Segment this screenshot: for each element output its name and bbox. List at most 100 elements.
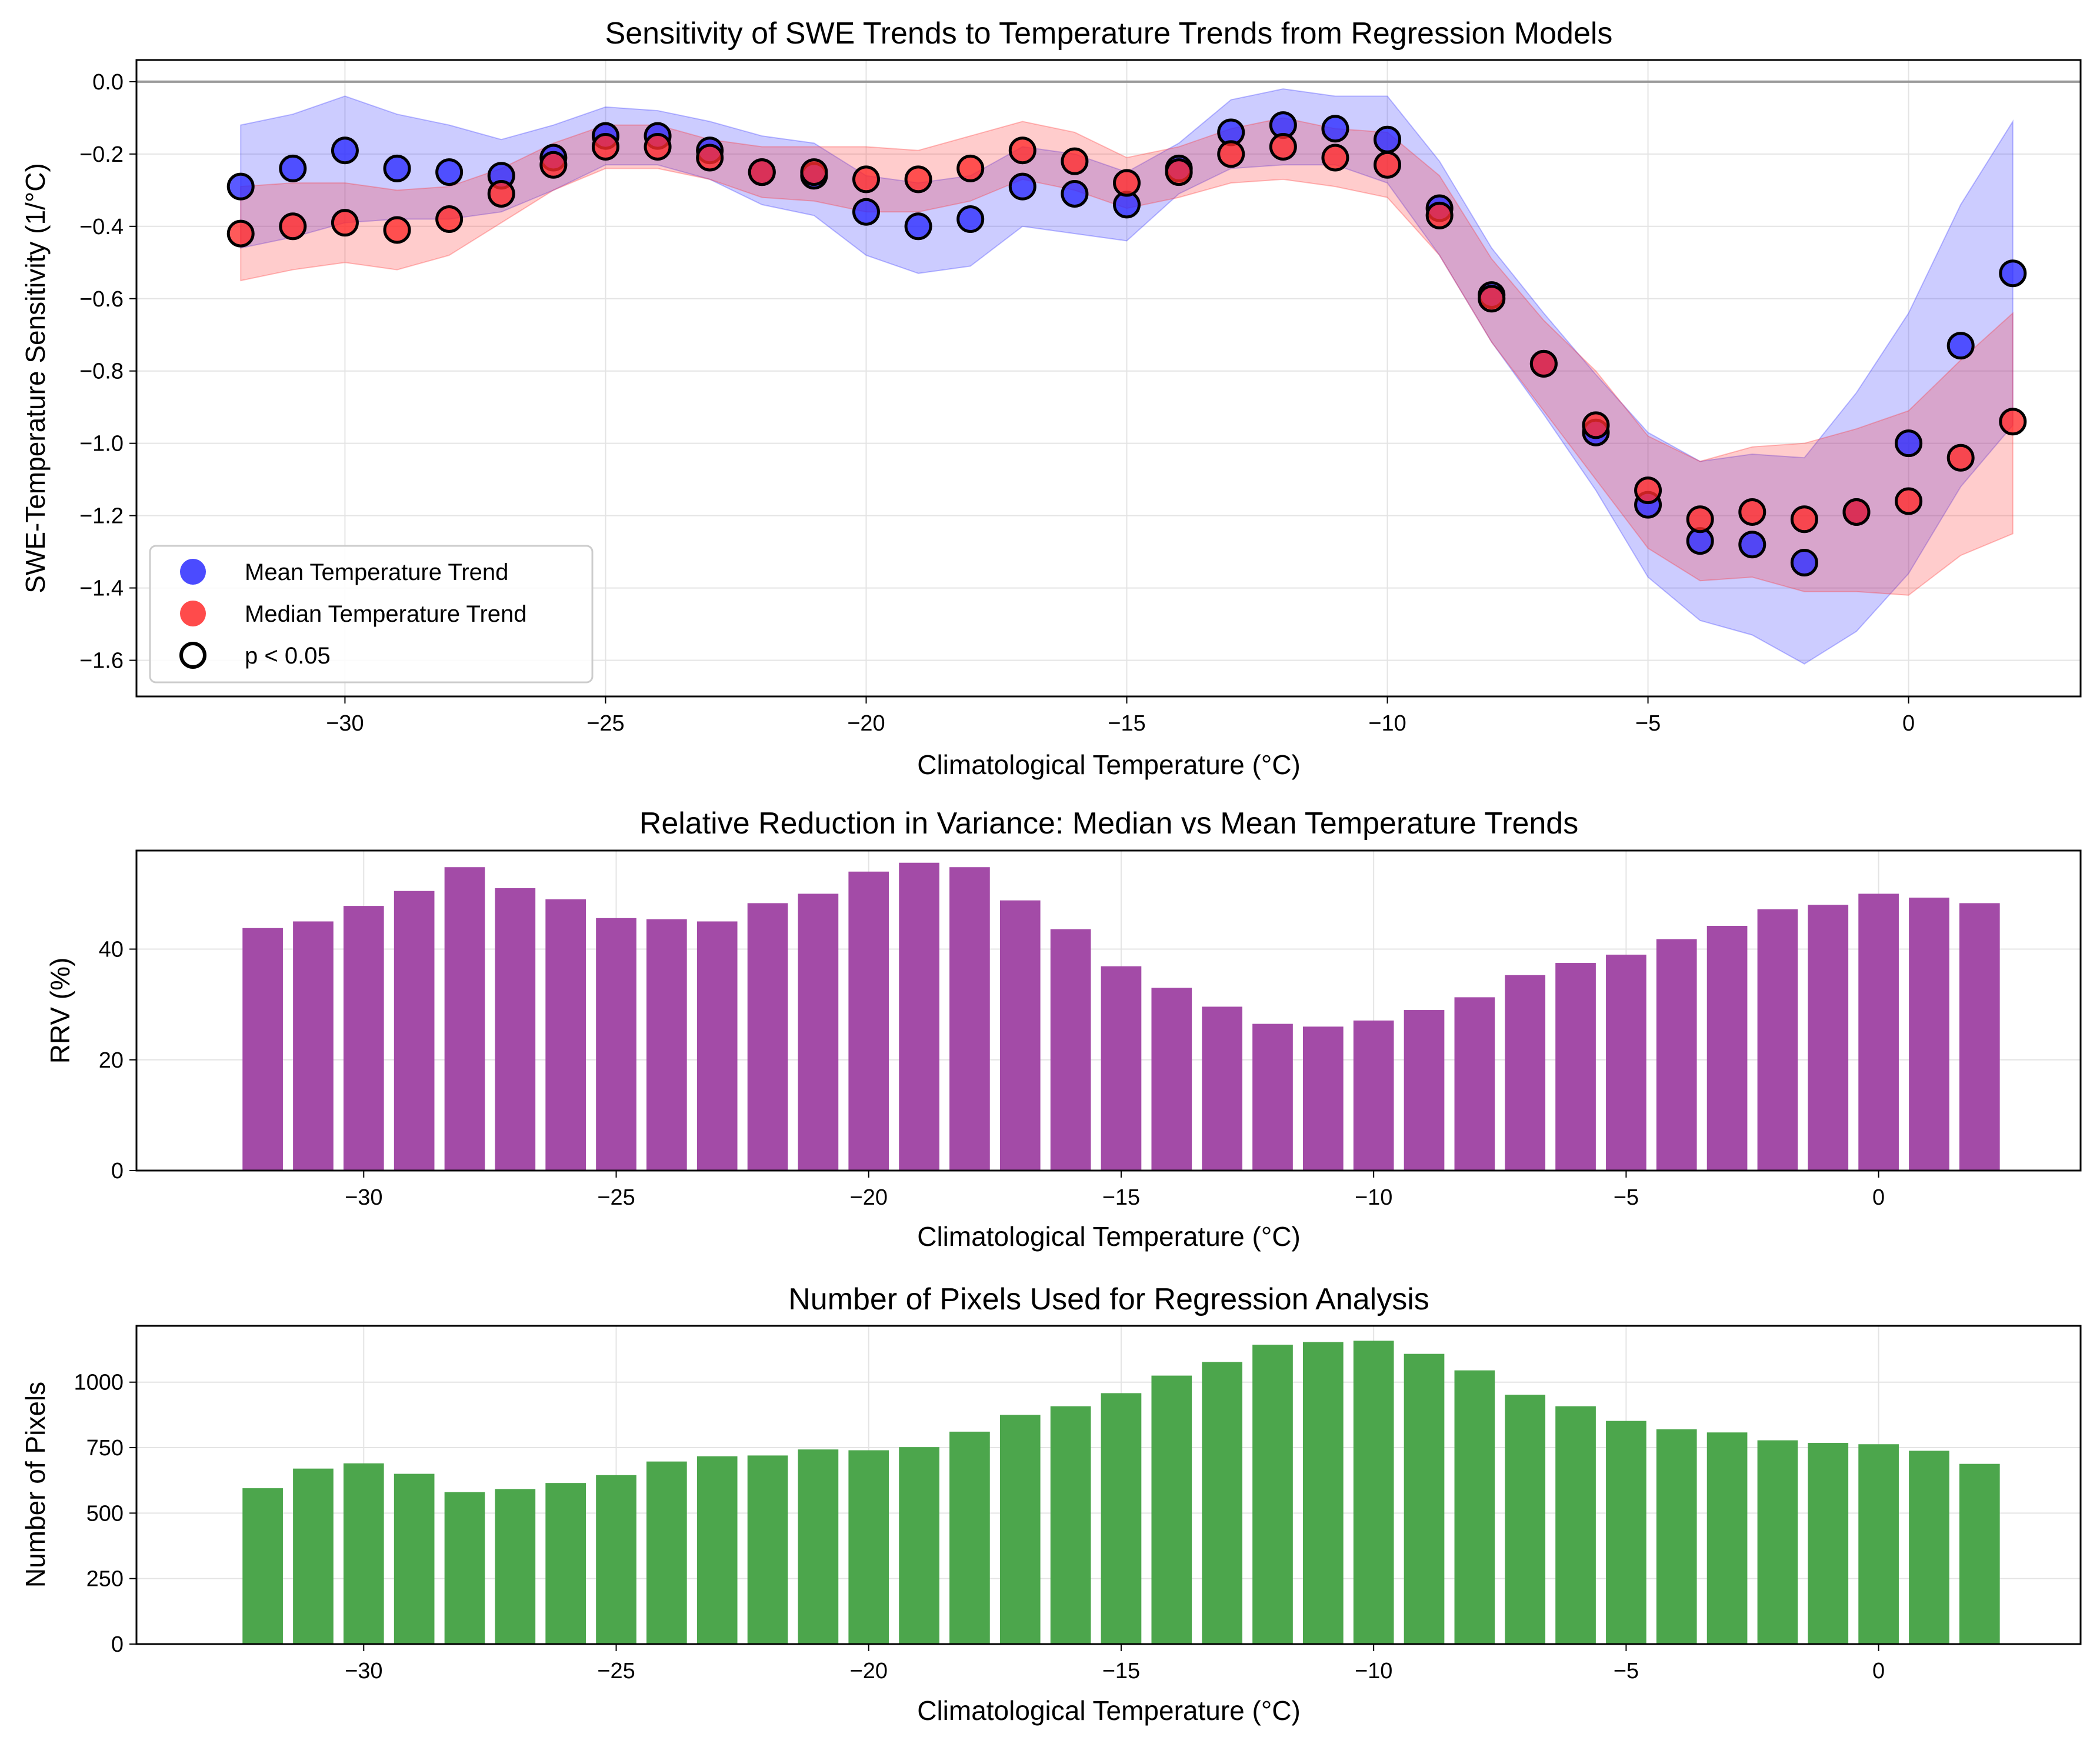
legend-significance-marker — [179, 642, 206, 669]
rrv-ticks: −30 −25 −20 −15 −10 −5 0 0 20 40 — [99, 938, 1885, 1210]
legend-frame — [149, 545, 594, 684]
rrv-bar — [293, 921, 334, 1171]
pixels-x-tick-label: −15 — [1102, 1659, 1140, 1683]
rrv-bar — [848, 871, 889, 1171]
rrv-x-tick-label: −30 — [345, 1185, 382, 1210]
pixels-y-tick-label: 1000 — [74, 1371, 124, 1395]
median-point — [1165, 158, 1193, 186]
rrv-bar — [1151, 988, 1192, 1171]
rrv-bar — [949, 867, 990, 1171]
legend-mean-label: Mean Temperature Trend — [245, 559, 508, 585]
median-point — [331, 209, 359, 237]
pixels-bar — [444, 1492, 485, 1644]
pixels-bars — [242, 1341, 2000, 1644]
sensitivity-x-tick-label: −20 — [847, 711, 885, 736]
pixels-y-tick-label: 750 — [86, 1436, 124, 1461]
pixels-bar — [1050, 1406, 1091, 1644]
rrv-bar — [1404, 1010, 1445, 1171]
mean-point — [904, 212, 932, 241]
pixels-bar — [1606, 1421, 1646, 1644]
rrv-bar — [1909, 898, 1949, 1171]
pixels-plot-frame — [135, 1325, 2082, 1645]
median-point — [696, 144, 724, 172]
median-point — [1113, 169, 1141, 197]
median-point — [279, 212, 307, 241]
mean-point — [1999, 259, 2027, 288]
median-ci-band — [240, 117, 2014, 596]
rrv-x-tick-label: −10 — [1355, 1185, 1392, 1210]
legend-median-marker — [180, 601, 206, 626]
rrv-bar — [1555, 963, 1596, 1171]
median-point — [1999, 408, 2027, 436]
pixels-bar — [1909, 1451, 1949, 1644]
legend-median-label: Median Temperature Trend — [245, 601, 527, 627]
mean-point — [1946, 332, 1975, 360]
mean-point — [852, 198, 880, 226]
sensitivity-x-tick-label: −5 — [1635, 711, 1661, 736]
median-point — [1634, 476, 1662, 505]
sensitivity-panel: Sensitivity of SWE Trends to Temperature… — [20, 16, 2082, 780]
rrv-y-tick-label: 40 — [99, 938, 124, 962]
rrv-bar — [596, 918, 636, 1171]
sensitivity-y-tick-label: −0.2 — [79, 142, 124, 167]
rrv-bar — [1757, 909, 1798, 1171]
median-point — [644, 133, 672, 161]
sensitivity-y-tick-label: −1.4 — [79, 576, 124, 601]
sensitivity-y-tick-label: 0.0 — [92, 70, 124, 95]
sensitivity-x-tick-label: 0 — [1902, 711, 1915, 736]
pixels-bar — [1252, 1345, 1293, 1644]
mean-point — [279, 154, 307, 182]
pixels-bar — [394, 1473, 435, 1644]
mean-point — [331, 136, 359, 165]
rrv-bar — [1454, 997, 1495, 1171]
pixels-bar — [1151, 1375, 1192, 1644]
pixels-x-tick-label: −5 — [1614, 1659, 1639, 1683]
pixels-bar — [999, 1415, 1041, 1644]
median-point — [1895, 487, 1923, 515]
sensitivity-x-tick-label: −15 — [1108, 711, 1145, 736]
pixels-x-axis-label: Climatological Temperature (°C) — [917, 1695, 1301, 1726]
rrv-bar — [394, 891, 435, 1171]
median-point — [800, 158, 828, 186]
mean-point — [956, 205, 985, 233]
mean-point — [383, 154, 411, 182]
pixels-bar — [646, 1461, 687, 1644]
sensitivity-y-tick-label: −0.4 — [79, 215, 124, 239]
mean-point — [1374, 125, 1402, 154]
sensitivity-ticks: −30 −25 −20 −15 −10 −5 0 0.0 −0.2 −0.4 −0.6 −0.8 −1.… — [79, 70, 1915, 736]
rrv-bar — [1101, 966, 1142, 1171]
rrv-bar — [1959, 903, 2000, 1171]
mean-point — [1895, 429, 1923, 458]
median-point — [1061, 147, 1089, 175]
median-point — [748, 158, 776, 186]
rrv-bar — [798, 893, 839, 1171]
sensitivity-x-tick-label: −30 — [326, 711, 364, 736]
pixels-bar — [1858, 1444, 1899, 1644]
pixels-bar — [1303, 1342, 1344, 1644]
median-point — [435, 205, 464, 233]
pixels-bar — [1706, 1432, 1748, 1644]
sensitivity-y-tick-label: −1.0 — [79, 432, 124, 456]
median-point — [1425, 201, 1454, 229]
sensitivity-title: Sensitivity of SWE Trends to Temperature… — [605, 16, 1613, 51]
pixels-x-tick-label: −30 — [345, 1659, 382, 1683]
median-point — [1217, 140, 1245, 168]
rrv-x-axis-label: Climatological Temperature (°C) — [917, 1221, 1301, 1252]
sensitivity-x-tick-label: −25 — [586, 711, 624, 736]
pixels-bar — [747, 1455, 788, 1644]
median-point — [1842, 498, 1871, 526]
pixels-x-tick-label: −10 — [1355, 1659, 1392, 1683]
rrv-y-axis-label: RRV (%) — [45, 958, 75, 1064]
pixels-x-tick-label: −20 — [850, 1659, 888, 1683]
mean-point — [226, 172, 255, 201]
rrv-panel: Relative Reduction in Variance: Median v… — [45, 806, 2082, 1252]
pixels-panel: Number of Pixels Used for Regression Ana… — [20, 1282, 2082, 1726]
rrv-bar — [343, 906, 384, 1171]
median-point — [591, 133, 619, 161]
pixels-bar — [242, 1488, 283, 1644]
median-point — [1946, 444, 1975, 472]
rrv-bar — [1808, 905, 1849, 1171]
pixels-bar — [1353, 1341, 1394, 1644]
sensitivity-y-axis-label: SWE-Temperature Sensitivity (1/°C) — [20, 163, 51, 594]
